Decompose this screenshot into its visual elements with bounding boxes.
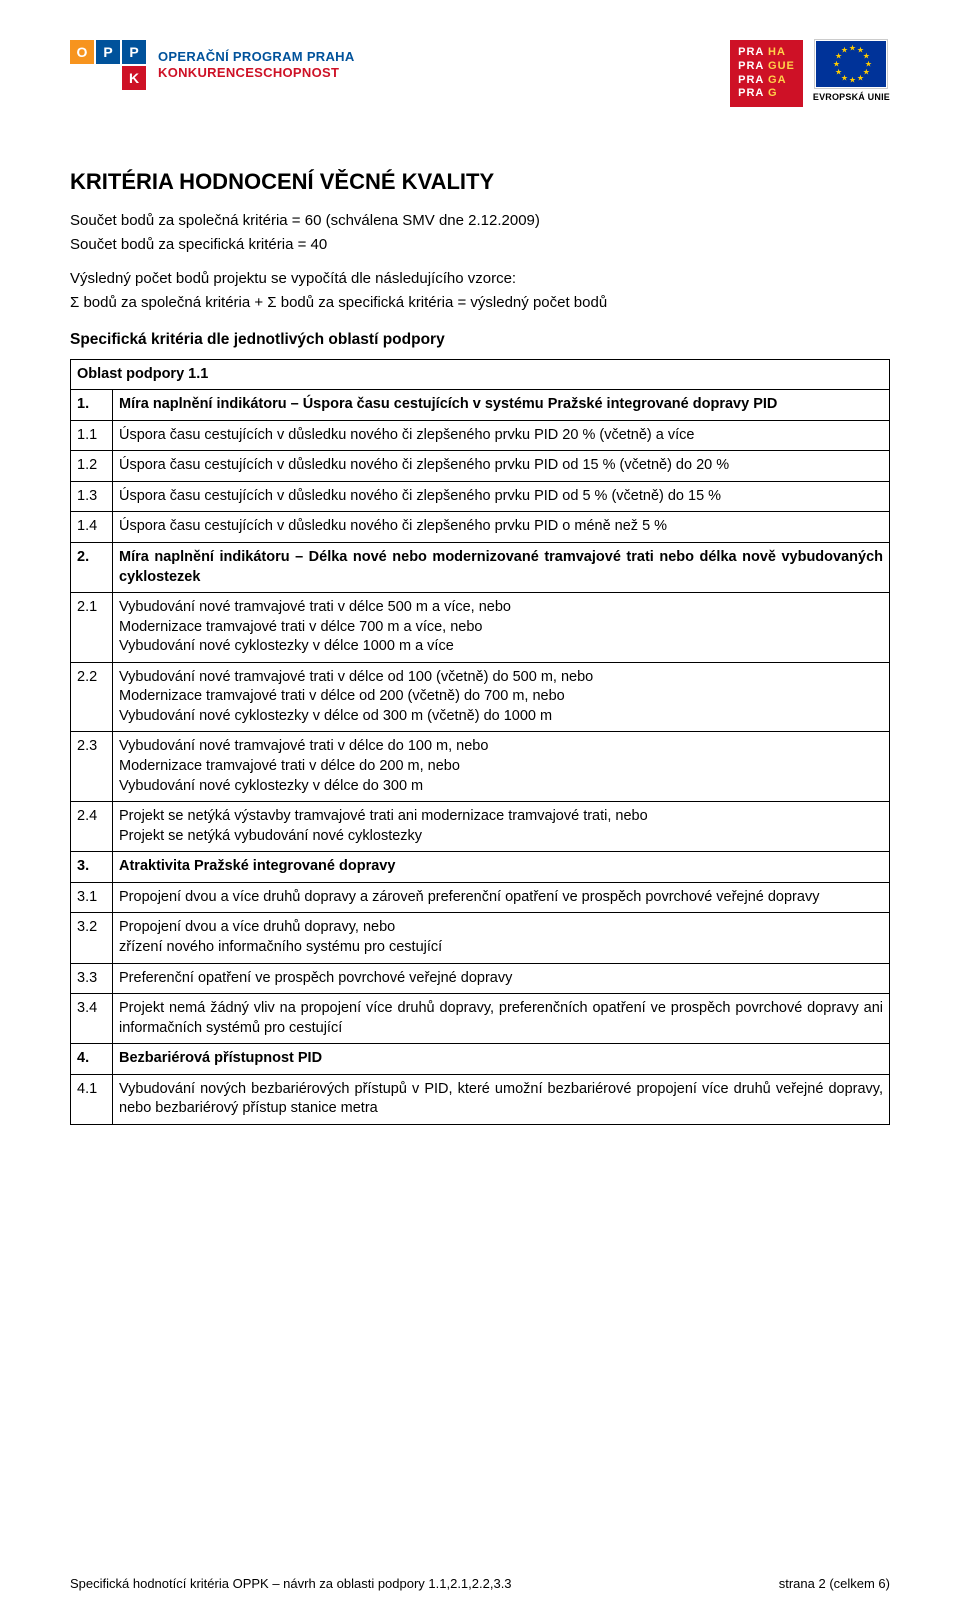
- footer-left: Specifická hodnotící kritéria OPPK – náv…: [70, 1575, 512, 1593]
- row-text: Bezbariérová přístupnost PID: [113, 1044, 890, 1075]
- oppk-letter-o: O: [70, 40, 94, 64]
- table-row: 1.2Úspora času cestujících v důsledku no…: [71, 451, 890, 482]
- intro-line2: Součet bodů za specifická kritéria = 40: [70, 235, 890, 255]
- row-number: 3.: [71, 852, 113, 883]
- table-row: 3.Atraktivita Pražské integrované doprav…: [71, 852, 890, 883]
- intro-line3: Výsledný počet bodů projektu se vypočítá…: [70, 269, 890, 289]
- table-row: 2.3Vybudování nové tramvajové trati v dé…: [71, 732, 890, 802]
- row-number: 3.3: [71, 963, 113, 994]
- page-footer: Specifická hodnotící kritéria OPPK – náv…: [70, 1575, 890, 1593]
- row-number: 2.3: [71, 732, 113, 802]
- footer-right: strana 2 (celkem 6): [779, 1575, 890, 1593]
- row-text: Úspora času cestujících v důsledku novéh…: [113, 451, 890, 482]
- table-row: 3.4Projekt nemá žádný vliv na propojení …: [71, 994, 890, 1044]
- table-header-row: Oblast podpory 1.1: [71, 359, 890, 390]
- row-text: Atraktivita Pražské integrované dopravy: [113, 852, 890, 883]
- row-text: Propojení dvou a více druhů dopravy, neb…: [113, 913, 890, 963]
- row-text: Úspora času cestujících v důsledku novéh…: [113, 512, 890, 543]
- row-text: Vybudování nových bezbariérových přístup…: [113, 1074, 890, 1124]
- row-number: 4.: [71, 1044, 113, 1075]
- program-line1: OPERAČNÍ PROGRAM PRAHA: [158, 49, 355, 65]
- table-row: 3.2Propojení dvou a více druhů dopravy, …: [71, 913, 890, 963]
- row-text: Vybudování nové tramvajové trati v délce…: [113, 593, 890, 663]
- row-text: Projekt nemá žádný vliv na propojení víc…: [113, 994, 890, 1044]
- oppk-logo-block: O P P K OPERAČNÍ PROGRAM PRAHA KONKURENC…: [70, 40, 355, 90]
- oppk-logo: O P P K: [70, 40, 146, 90]
- row-number: 4.1: [71, 1074, 113, 1124]
- table-row: 2.Míra naplnění indikátoru – Délka nové …: [71, 542, 890, 592]
- table-row: 1.3Úspora času cestujících v důsledku no…: [71, 481, 890, 512]
- section-label: Specifická kritéria dle jednotlivých obl…: [70, 330, 890, 351]
- row-text: Vybudování nové tramvajové trati v délce…: [113, 662, 890, 732]
- row-number: 1.2: [71, 451, 113, 482]
- prague-logo: PRA HAPRA GUEPRA GAPRA G: [730, 40, 803, 107]
- row-number: 2.: [71, 542, 113, 592]
- row-text: Úspora času cestujících v důsledku novéh…: [113, 481, 890, 512]
- oppk-letter-p1: P: [96, 40, 120, 64]
- oppk-letter-p2: P: [122, 40, 146, 64]
- page-header: O P P K OPERAČNÍ PROGRAM PRAHA KONKURENC…: [70, 40, 890, 107]
- intro-block: Součet bodů za společná kritéria = 60 (s…: [70, 211, 890, 314]
- row-number: 2.2: [71, 662, 113, 732]
- row-number: 2.4: [71, 802, 113, 852]
- table-row: 2.4Projekt se netýká výstavby tramvajové…: [71, 802, 890, 852]
- program-name: OPERAČNÍ PROGRAM PRAHA KONKURENCESCHOPNO…: [158, 49, 355, 82]
- row-text: Propojení dvou a více druhů dopravy a zá…: [113, 882, 890, 913]
- row-number: 2.1: [71, 593, 113, 663]
- eu-flag-icon: ★★★★★★★★★★★★: [815, 40, 887, 88]
- row-text: Úspora času cestujících v důsledku novéh…: [113, 420, 890, 451]
- intro-line1: Součet bodů za společná kritéria = 60 (s…: [70, 211, 890, 231]
- program-line2: KONKURENCESCHOPNOST: [158, 65, 355, 81]
- table-row: 1.1Úspora času cestujících v důsledku no…: [71, 420, 890, 451]
- table-row: 3.1Propojení dvou a více druhů dopravy a…: [71, 882, 890, 913]
- right-logos: PRA HAPRA GUEPRA GAPRA G ★★★★★★★★★★★★ EV…: [730, 40, 890, 107]
- oppk-spacer: [96, 66, 120, 90]
- table-row: 1.Míra naplnění indikátoru – Úspora času…: [71, 390, 890, 421]
- row-text: Preferenční opatření ve prospěch povrcho…: [113, 963, 890, 994]
- table-row: 2.1Vybudování nové tramvajové trati v dé…: [71, 593, 890, 663]
- table-row: 1.4Úspora času cestujících v důsledku no…: [71, 512, 890, 543]
- table-row: 2.2Vybudování nové tramvajové trati v dé…: [71, 662, 890, 732]
- row-text: Vybudování nové tramvajové trati v délce…: [113, 732, 890, 802]
- row-number: 1.3: [71, 481, 113, 512]
- criteria-table: Oblast podpory 1.1 1.Míra naplnění indik…: [70, 359, 890, 1125]
- table-header-cell: Oblast podpory 1.1: [71, 359, 890, 390]
- eu-logo-block: ★★★★★★★★★★★★ EVROPSKÁ UNIE: [813, 40, 890, 103]
- eu-label: EVROPSKÁ UNIE: [813, 91, 890, 103]
- table-row: 4.1Vybudování nových bezbariérových přís…: [71, 1074, 890, 1124]
- oppk-letter-k: K: [122, 66, 146, 90]
- table-row: 4.Bezbariérová přístupnost PID: [71, 1044, 890, 1075]
- row-number: 3.1: [71, 882, 113, 913]
- row-number: 1.: [71, 390, 113, 421]
- row-text: Míra naplnění indikátoru – Délka nové ne…: [113, 542, 890, 592]
- row-number: 1.1: [71, 420, 113, 451]
- oppk-spacer: [70, 66, 94, 90]
- row-number: 3.4: [71, 994, 113, 1044]
- intro-line4: Σ bodů za společná kritéria + Σ bodů za …: [70, 293, 890, 313]
- row-number: 1.4: [71, 512, 113, 543]
- table-row: 3.3Preferenční opatření ve prospěch povr…: [71, 963, 890, 994]
- row-number: 3.2: [71, 913, 113, 963]
- row-text: Projekt se netýká výstavby tramvajové tr…: [113, 802, 890, 852]
- page-title: KRITÉRIA HODNOCENÍ VĚCNÉ KVALITY: [70, 167, 890, 197]
- row-text: Míra naplnění indikátoru – Úspora času c…: [113, 390, 890, 421]
